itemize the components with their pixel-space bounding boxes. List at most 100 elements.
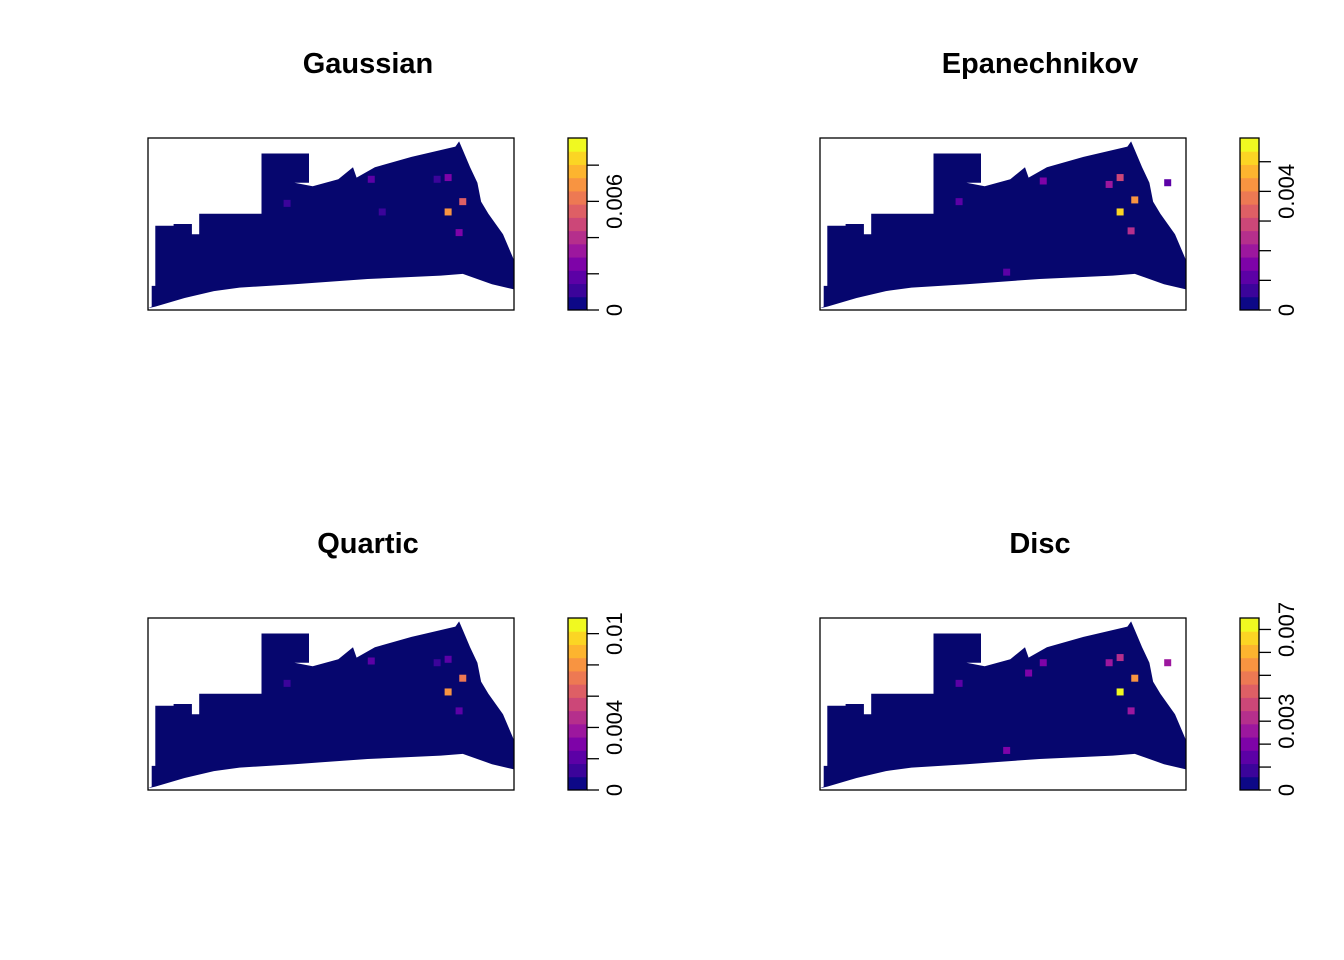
density-hotspot — [955, 679, 963, 687]
density-hotspot — [459, 674, 467, 682]
density-hotspot — [444, 688, 452, 696]
legend-tick-label: 0 — [1274, 304, 1299, 316]
legend-frame — [1239, 617, 1260, 791]
density-hotspot — [455, 707, 463, 715]
density-hotspot — [1131, 196, 1139, 204]
legend-color-step — [1240, 710, 1259, 725]
density-hotspot — [283, 679, 291, 687]
legend-tick-label: 0.007 — [1274, 602, 1299, 657]
panel-epanechnikov: Epanechnikov 0 0.004 — [672, 0, 1344, 480]
legend-tick-label: 0.004 — [602, 700, 627, 755]
density-hotspot — [1164, 659, 1172, 667]
legend-color-step — [1240, 657, 1259, 672]
legend-color-step — [1240, 270, 1259, 285]
legend-tick-label: 0.003 — [1274, 694, 1299, 749]
density-hotspot — [378, 208, 386, 216]
legend-color-step — [568, 684, 587, 698]
legend-color-step — [568, 243, 587, 258]
legend-color-step — [1240, 164, 1259, 179]
density-hotspot — [1116, 654, 1124, 662]
legend-color-step — [1240, 190, 1259, 205]
legend-color-step — [568, 776, 587, 791]
density-hotspot — [1105, 180, 1113, 188]
legend-color-step — [568, 763, 587, 778]
density-hotspot — [1127, 707, 1135, 715]
density-hotspot — [1039, 659, 1047, 667]
legend-color-step — [568, 657, 587, 672]
density-surface — [820, 621, 1186, 789]
legend-color-step — [568, 190, 587, 205]
legend-color-step — [1240, 670, 1259, 685]
legend-color-step — [568, 670, 587, 685]
density-hotspot — [1131, 674, 1139, 682]
legend-color-step — [568, 204, 587, 218]
density-hotspot — [1039, 177, 1047, 185]
legend-color-step — [568, 737, 587, 751]
density-hotspot — [455, 229, 463, 237]
density-hotspot — [367, 175, 375, 183]
density-hotspot — [1116, 174, 1124, 182]
legend-color-step — [1240, 631, 1259, 645]
panel-title: Quartic — [317, 528, 419, 560]
plot-frame — [147, 617, 515, 791]
legend-color-step — [1240, 204, 1259, 218]
density-hotspot — [1003, 746, 1011, 754]
legend-color-step — [568, 296, 587, 311]
legend-color-step — [568, 618, 587, 632]
legend-color-step — [1240, 283, 1259, 298]
legend-color-step — [568, 270, 587, 285]
gaussian-density-map: 0 0.006 — [147, 137, 627, 316]
panel-disc: Disc 0 0.003 0.007 — [672, 480, 1344, 960]
density-surface — [820, 141, 1186, 309]
density-hotspot — [433, 175, 441, 183]
disc-density-map: 0 0.003 0.007 — [819, 602, 1299, 796]
legend-tick-label: 0 — [602, 784, 627, 796]
plot-frame — [819, 137, 1187, 311]
density-hotspot — [1116, 208, 1124, 216]
density-hotspot — [283, 199, 291, 207]
legend-color-step — [1240, 138, 1259, 152]
legend-color-step — [568, 164, 587, 179]
density-hotspot — [1025, 669, 1033, 677]
legend-color-step — [1240, 776, 1259, 791]
legend-color-step — [568, 283, 587, 298]
legend-color-step — [1240, 217, 1259, 232]
legend-color-step — [1240, 296, 1259, 311]
quartic-density-map: 0 0.004 0.01 — [147, 612, 627, 796]
legend-color-step — [1240, 618, 1259, 632]
legend-color-step — [1240, 644, 1259, 659]
legend-color-step — [1240, 763, 1259, 778]
density-hotspot — [1116, 688, 1124, 696]
legend-color-step — [1240, 737, 1259, 751]
density-hotspot — [444, 174, 452, 182]
panel-gaussian: Gaussian 0 0.006 — [0, 0, 672, 480]
legend-color-step — [1240, 230, 1259, 245]
legend-frame — [567, 617, 588, 791]
legend-color-step — [568, 257, 587, 271]
legend-color-step — [1240, 750, 1259, 765]
legend-color-step — [1240, 257, 1259, 271]
legend-color-step — [568, 697, 587, 712]
legend-color-step — [568, 644, 587, 659]
density-surface — [148, 141, 514, 309]
legend-color-step — [568, 230, 587, 245]
legend-tick-label: 0.006 — [602, 174, 627, 229]
density-hotspot — [459, 198, 467, 206]
panel-title: Disc — [1009, 528, 1071, 560]
density-hotspot — [1127, 227, 1135, 235]
legend-color-step — [1240, 723, 1259, 738]
panel-title: Gaussian — [302, 48, 434, 80]
legend-color-step — [568, 217, 587, 232]
legend-color-step — [568, 750, 587, 765]
legend-color-step — [1240, 684, 1259, 698]
density-hotspot — [444, 208, 452, 216]
legend-color-step — [568, 151, 587, 165]
legend-tick-label: 0 — [602, 304, 627, 316]
density-hotspot — [367, 657, 375, 665]
density-hotspot — [433, 659, 441, 667]
panel-quartic: Quartic 0 0.004 0.01 — [0, 480, 672, 960]
legend-color-step — [568, 710, 587, 725]
legend-color-step — [1240, 243, 1259, 258]
legend-color-step — [568, 138, 587, 152]
legend-frame — [567, 137, 588, 311]
